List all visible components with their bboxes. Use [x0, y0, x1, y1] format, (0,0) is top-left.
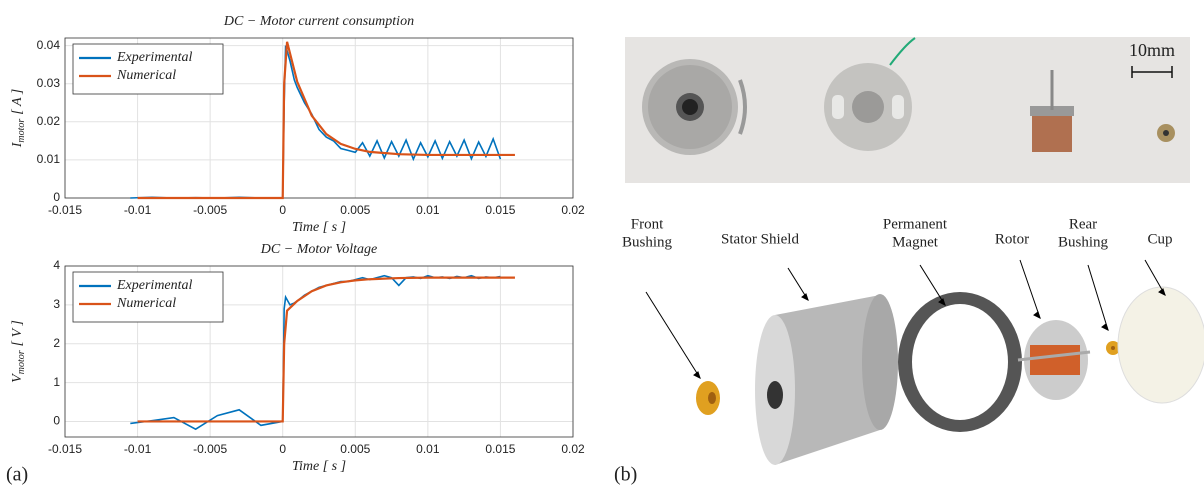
part-label: Front	[631, 216, 664, 232]
x-tick-label: 0.015	[485, 442, 515, 456]
y-tick-label: 0.04	[37, 38, 61, 52]
y-tick-label: 0	[53, 414, 60, 428]
y-label-symbol: V	[10, 373, 25, 383]
y-label-symbol: I	[10, 141, 25, 148]
panel-label: (b)	[614, 464, 637, 486]
y-label-subscript: motor	[16, 119, 27, 143]
part-label: Bushing	[622, 234, 673, 250]
plot-frame	[64, 265, 574, 438]
y-tick-label: 3	[53, 297, 60, 311]
series-line	[137, 276, 515, 423]
legend-box	[72, 43, 224, 95]
part-label: Rotor	[995, 231, 1029, 247]
x-tick-label: -0.015	[48, 203, 82, 217]
x-tick-label: 0.02	[561, 442, 585, 456]
legend-box	[72, 271, 224, 323]
x-tick-label: 0.01	[416, 203, 440, 217]
y-axis-label: Imotor [ A ]	[10, 89, 27, 149]
legend-label: Numerical	[116, 296, 176, 311]
part-label: Bushing	[1058, 234, 1109, 250]
x-tick-label: 0.005	[340, 203, 370, 217]
part-label: Cup	[1147, 231, 1172, 247]
x-axis-label: Time [ s ]	[292, 220, 346, 235]
part-label: Stator Shield	[721, 231, 799, 247]
scale-label: 10mm	[1129, 40, 1175, 60]
exploded-diagram	[645, 259, 1204, 465]
chart-title: DC − Motor current consumption	[223, 14, 414, 29]
y-axis-label: Vmotor [ V ]	[10, 320, 27, 383]
y-label-subscript: motor	[16, 350, 27, 374]
y-tick-label: 0	[53, 190, 60, 204]
x-tick-label: 0.02	[561, 203, 585, 217]
part-label: Magnet	[892, 234, 939, 250]
x-tick-label: -0.005	[193, 203, 227, 217]
chart-title: DC − Motor Voltage	[260, 242, 377, 257]
plot-frame	[64, 37, 574, 199]
x-tick-label: -0.015	[48, 442, 82, 456]
part-label: Permanent	[883, 216, 948, 232]
x-tick-label: -0.005	[193, 442, 227, 456]
y-tick-label: 1	[53, 375, 60, 389]
x-tick-label: 0.015	[485, 203, 515, 217]
x-tick-label: 0.005	[340, 442, 370, 456]
photo: 10mm	[625, 37, 1190, 183]
legend-label: Experimental	[116, 50, 193, 65]
legend-label: Numerical	[116, 68, 176, 83]
panel-label: (a)	[6, 464, 28, 486]
y-tick-label: 0.01	[37, 152, 61, 166]
y-tick-label: 0.02	[37, 114, 61, 128]
x-axis-label: Time [ s ]	[292, 459, 346, 474]
x-tick-label: 0	[279, 203, 286, 217]
legend-label: Experimental	[116, 278, 193, 293]
y-tick-label: 4	[53, 258, 60, 272]
x-tick-label: 0.01	[416, 442, 440, 456]
part-labels: Front Bushing Stator Shield Permanent Magnet…	[622, 216, 1173, 250]
y-tick-label: 0.03	[37, 76, 61, 90]
y-tick-label: 2	[53, 336, 60, 350]
series-line	[137, 41, 515, 200]
part-label: Rear	[1069, 216, 1097, 232]
x-tick-label: -0.01	[124, 203, 152, 217]
y-label-unit: [ V ]	[10, 320, 25, 346]
x-tick-label: 0	[279, 442, 286, 456]
y-label-unit: [ A ]	[10, 89, 25, 115]
x-tick-label: -0.01	[124, 442, 152, 456]
